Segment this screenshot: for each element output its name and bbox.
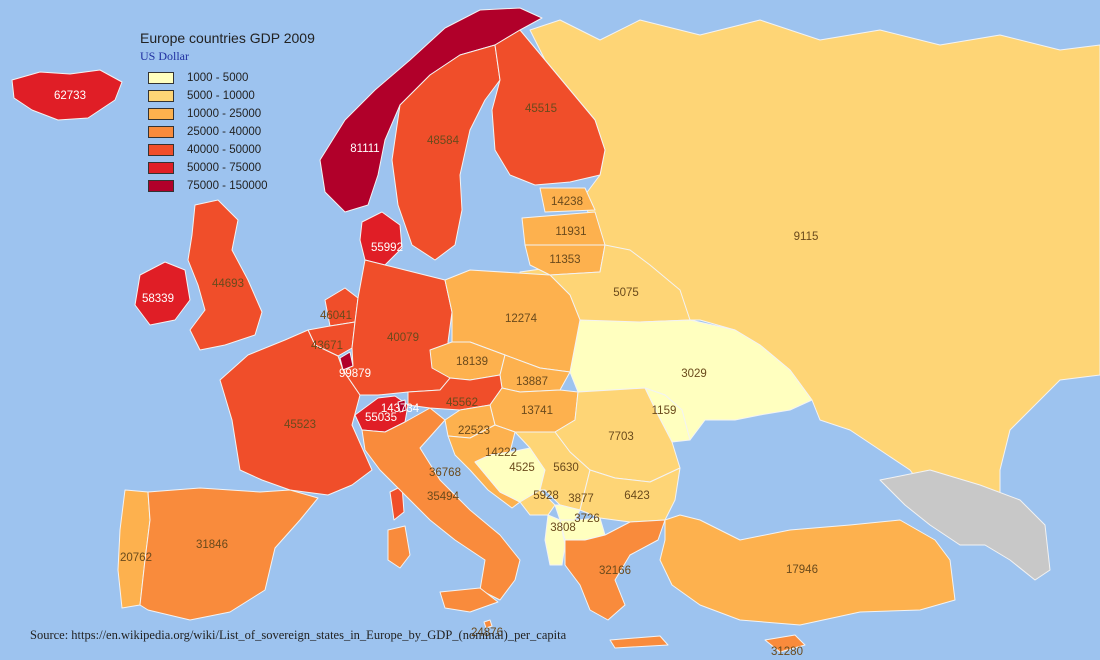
region-iceland[interactable] bbox=[11, 69, 123, 121]
label-bulgaria: 6423 bbox=[624, 490, 650, 502]
label-luxembourg: 99879 bbox=[339, 368, 371, 380]
label-monaco: 36768 bbox=[429, 467, 461, 479]
label-sweden: 48584 bbox=[427, 135, 460, 147]
label-belgium: 43671 bbox=[311, 340, 343, 352]
legend-item: 50000 - 75000 bbox=[148, 159, 268, 177]
label-netherlands: 46041 bbox=[320, 310, 352, 322]
legend-swatch bbox=[148, 108, 174, 120]
region-caucasus-nodata bbox=[879, 469, 1051, 581]
label-germany: 40079 bbox=[387, 332, 419, 344]
legend-swatch bbox=[148, 90, 174, 102]
legend-item: 75000 - 150000 bbox=[148, 177, 268, 195]
label-ireland: 58339 bbox=[142, 293, 174, 305]
region-liechtenstein[interactable] bbox=[397, 399, 407, 413]
legend-item: 10000 - 25000 bbox=[148, 105, 268, 123]
region-turkey[interactable] bbox=[659, 514, 956, 626]
legend-label: 10000 - 25000 bbox=[187, 108, 262, 120]
label-austria: 45562 bbox=[446, 397, 478, 409]
region-estonia[interactable] bbox=[539, 187, 596, 213]
region-kosovo[interactable] bbox=[554, 504, 581, 521]
region-cyprus[interactable] bbox=[764, 634, 806, 653]
label-portugal: 20762 bbox=[120, 552, 152, 564]
region-greece[interactable] bbox=[564, 519, 666, 621]
legend-label: 25000 - 40000 bbox=[187, 126, 262, 138]
label-serbia: 5630 bbox=[553, 462, 579, 474]
label-kosovo: 3877 bbox=[568, 493, 594, 505]
region-malta[interactable] bbox=[483, 619, 493, 629]
label-liechtenstein: 143734 bbox=[381, 403, 420, 415]
legend: 1000 - 5000 5000 - 10000 10000 - 25000 2… bbox=[148, 69, 268, 195]
label-hungary: 13741 bbox=[521, 405, 553, 417]
label-macedonia: 3726 bbox=[574, 513, 600, 525]
region-sicily[interactable] bbox=[439, 587, 499, 613]
legend-swatch bbox=[148, 126, 174, 138]
label-croatia: 14222 bbox=[485, 447, 517, 459]
label-moldova: 1159 bbox=[652, 405, 677, 417]
label-russia: 9115 bbox=[794, 231, 819, 243]
label-turkey: 17946 bbox=[786, 564, 818, 576]
label-poland: 12274 bbox=[505, 313, 538, 325]
label-norway: 81111 bbox=[350, 143, 379, 155]
legend-label: 40000 - 50000 bbox=[187, 144, 262, 156]
label-denmark: 55992 bbox=[371, 242, 403, 254]
label-slovenia: 22523 bbox=[458, 425, 490, 437]
region-france[interactable] bbox=[219, 329, 373, 496]
label-ukraine: 3029 bbox=[681, 368, 707, 380]
legend-item: 5000 - 10000 bbox=[148, 87, 268, 105]
legend-label: 75000 - 150000 bbox=[187, 180, 268, 192]
label-bosnia: 4525 bbox=[509, 462, 535, 474]
region-finland[interactable] bbox=[491, 29, 606, 186]
region-denmark[interactable] bbox=[359, 211, 403, 266]
region-uk[interactable] bbox=[187, 199, 263, 351]
region-spain[interactable] bbox=[139, 487, 319, 621]
label-montenegro: 5928 bbox=[533, 490, 559, 502]
label-malta: 24876 bbox=[471, 627, 503, 639]
label-finland: 45515 bbox=[525, 103, 557, 115]
legend-swatch bbox=[148, 180, 174, 192]
label-lithuania: 11353 bbox=[549, 254, 580, 266]
label-italy: 35494 bbox=[427, 491, 460, 503]
region-crete[interactable] bbox=[609, 635, 669, 649]
label-france: 45523 bbox=[284, 419, 316, 431]
region-italy[interactable] bbox=[361, 407, 521, 601]
label-albania: 3808 bbox=[550, 522, 576, 534]
label-romania: 7703 bbox=[608, 431, 634, 443]
region-sweden[interactable] bbox=[391, 44, 501, 261]
label-czechia: 18139 bbox=[456, 356, 488, 368]
label-switzerland: 55035 bbox=[365, 412, 397, 424]
label-uk: 44693 bbox=[212, 278, 244, 290]
legend-label: 1000 - 5000 bbox=[187, 72, 249, 84]
label-belarus: 5075 bbox=[613, 287, 639, 299]
legend-item: 25000 - 40000 bbox=[148, 123, 268, 141]
region-montenegro[interactable] bbox=[519, 489, 556, 516]
legend-swatch bbox=[148, 162, 174, 174]
label-iceland: 62733 bbox=[54, 90, 86, 102]
chart-title: Europe countries GDP 2009 bbox=[140, 30, 315, 46]
chart-subtitle: US Dollar bbox=[140, 49, 189, 63]
label-spain: 31846 bbox=[196, 539, 228, 551]
legend-item: 40000 - 50000 bbox=[148, 141, 268, 159]
legend-swatch bbox=[148, 72, 174, 84]
source-note: Source: https://en.wikipedia.org/wiki/Li… bbox=[30, 628, 567, 642]
label-estonia: 14238 bbox=[551, 196, 583, 208]
label-slovakia: 13887 bbox=[516, 376, 548, 388]
region-sardinia[interactable] bbox=[387, 525, 411, 569]
label-latvia: 11931 bbox=[555, 226, 586, 238]
legend-label: 50000 - 75000 bbox=[187, 162, 262, 174]
label-cyprus: 31280 bbox=[771, 646, 803, 658]
region-ireland[interactable] bbox=[134, 261, 191, 326]
legend-label: 5000 - 10000 bbox=[187, 90, 255, 102]
label-greece: 32166 bbox=[599, 565, 631, 577]
legend-swatch bbox=[148, 144, 174, 156]
legend-item: 1000 - 5000 bbox=[148, 69, 268, 87]
